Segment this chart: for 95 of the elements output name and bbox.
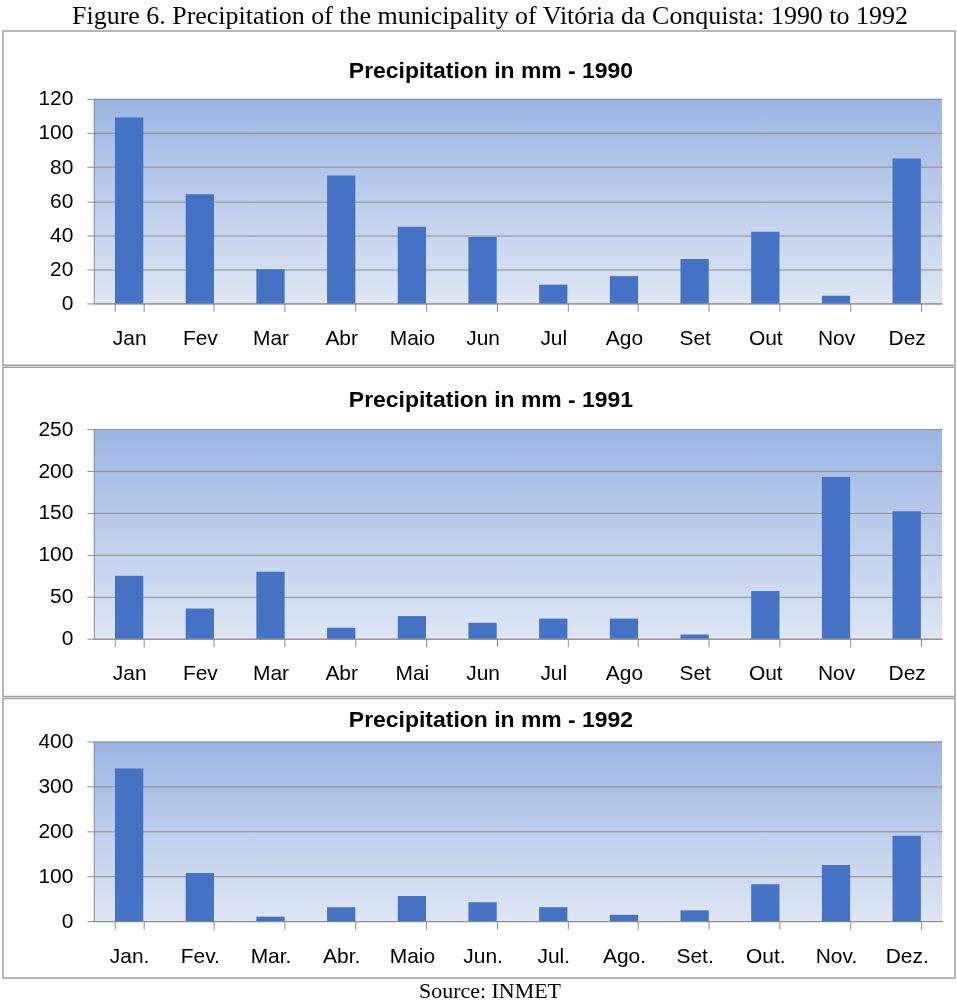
y-tick-label: 100	[38, 542, 74, 566]
x-tick-label: Mar	[252, 661, 290, 685]
x-tick-label: Set	[679, 325, 712, 349]
x-tick-label: Mar	[252, 325, 290, 349]
x-tick-label: Set	[679, 661, 712, 685]
y-tick-label: 400	[38, 728, 74, 752]
bar	[539, 907, 568, 922]
y-tick-label: 40	[50, 222, 74, 246]
bar	[539, 618, 568, 639]
bar	[327, 175, 356, 304]
x-tick-label: Abr	[325, 661, 359, 685]
y-tick-label: 0	[61, 626, 74, 650]
bar	[397, 616, 427, 639]
y-tick-label: 60	[50, 188, 74, 212]
x-tick-label: Jul	[540, 325, 568, 349]
x-tick-label: Ago	[605, 325, 644, 349]
caption: Figure 6. Precipitation of the municipality of Vitória da Conquista: 1990 to 1992	[72, 1, 908, 30]
x-tick-label: Jan.	[109, 943, 150, 967]
y-tick-label: 200	[38, 818, 74, 842]
y-tick-label: 200	[38, 458, 74, 482]
x-tick-label: Out	[748, 661, 783, 685]
x-tick-label: Out.	[746, 943, 786, 967]
x-tick-label: Jul	[540, 661, 568, 685]
x-tick-label: Maio	[389, 325, 436, 349]
bar	[609, 276, 639, 304]
x-tick-label: Abr.	[323, 943, 361, 967]
x-tick-label: Fev	[182, 661, 219, 685]
bar	[327, 907, 356, 922]
bar	[609, 914, 639, 922]
bar	[185, 873, 214, 922]
bar	[680, 910, 709, 922]
bar	[256, 916, 285, 922]
bar	[751, 590, 780, 639]
bar	[609, 618, 639, 639]
bar	[751, 231, 780, 304]
x-tick-label: Jan	[112, 661, 147, 685]
y-tick-label: 100	[38, 863, 74, 887]
y-tick-label: 0	[61, 290, 74, 314]
x-tick-label: Set.	[676, 943, 714, 967]
bar	[185, 194, 214, 304]
bar	[892, 511, 921, 639]
bar	[397, 226, 427, 304]
bar	[256, 269, 285, 304]
bar	[892, 835, 921, 922]
x-tick-label: Dez.	[885, 943, 929, 967]
y-tick-label: 20	[50, 256, 74, 280]
chart-title: Precipitation in mm - 1990	[348, 56, 634, 83]
y-tick-label: 100	[38, 120, 74, 144]
bar	[115, 575, 144, 639]
bar	[821, 295, 851, 304]
x-tick-label: Dez	[888, 325, 926, 349]
bar	[821, 476, 851, 639]
x-tick-label: Nov.	[815, 943, 858, 967]
bar	[468, 622, 497, 639]
x-tick-label: Mai	[395, 661, 430, 685]
bar	[751, 884, 780, 922]
y-tick-label: 80	[50, 154, 74, 178]
x-tick-label: Nov	[817, 325, 856, 349]
x-tick-label: Jul.	[537, 943, 571, 967]
chart-title: Precipitation in mm - 1991	[348, 386, 634, 413]
x-tick-label: Fev.	[180, 943, 220, 967]
bar	[115, 768, 144, 922]
bar	[821, 864, 851, 922]
source-note: Source: INMET	[419, 977, 562, 1001]
y-tick-label: 0	[61, 908, 74, 932]
bar	[115, 117, 144, 304]
x-tick-label: Ago.	[602, 943, 646, 967]
x-tick-label: Abr	[325, 325, 359, 349]
x-tick-label: Jun	[466, 325, 500, 349]
y-tick-label: 150	[38, 500, 74, 524]
bar	[892, 158, 921, 304]
x-tick-label: Ago	[605, 661, 644, 685]
bar	[680, 259, 709, 304]
x-tick-label: Maio	[389, 943, 436, 967]
x-tick-label: Dez	[888, 661, 926, 685]
x-tick-label: Jan	[112, 325, 147, 349]
bar	[256, 571, 285, 639]
bar	[397, 895, 427, 922]
bar	[680, 634, 709, 639]
y-tick-label: 300	[38, 773, 74, 797]
bar	[185, 608, 214, 639]
y-tick-label: 50	[50, 584, 74, 608]
x-tick-label: Jun	[466, 661, 500, 685]
bar	[468, 236, 497, 304]
x-tick-label: Mar.	[250, 943, 292, 967]
x-tick-label: Fev	[182, 325, 219, 349]
x-tick-label: Out	[748, 325, 783, 349]
x-tick-label: Jun.	[463, 943, 503, 967]
y-tick-label: 250	[38, 416, 74, 440]
x-tick-label: Nov	[817, 661, 856, 685]
bar	[327, 627, 356, 639]
chart-title: Precipitation in mm - 1992	[348, 705, 634, 732]
bar	[539, 284, 568, 304]
bar	[468, 902, 497, 922]
y-tick-label: 120	[38, 86, 74, 110]
